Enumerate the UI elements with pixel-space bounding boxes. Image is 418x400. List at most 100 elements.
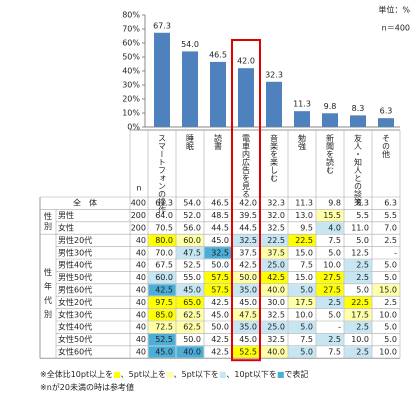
value-label: 54.0 (181, 40, 199, 49)
cell: 85.0 (155, 310, 173, 319)
cell-highlight (344, 309, 372, 321)
cell: 9.8 (328, 199, 341, 208)
row-label: 女性40代 (58, 322, 92, 332)
cell: 50.0 (183, 335, 201, 344)
cell: 15.0 (295, 248, 313, 257)
cell-highlight (260, 247, 288, 259)
note-swatch: ■ (277, 370, 285, 379)
bar (266, 81, 282, 127)
y-tick-label: 30% (122, 81, 140, 90)
cell: 5.0 (384, 261, 397, 270)
note-swatch: ■ (219, 370, 227, 379)
cell: 67.3 (155, 199, 173, 208)
y-tick-label: 0% (127, 123, 140, 132)
cell: 10.0 (379, 310, 397, 319)
cell: 42.0 (239, 199, 257, 208)
y-tick-label: 50% (122, 53, 140, 62)
cell-highlight (288, 346, 316, 358)
cell: 64.0 (155, 211, 173, 220)
cell: 2.5 (328, 298, 341, 307)
cell: 47.5 (183, 248, 201, 257)
note-text: ※全体比10pt以上を (40, 369, 113, 379)
cell-highlight (260, 259, 288, 271)
units: 単位：% (378, 5, 410, 15)
row-label: 女性20代 (58, 297, 92, 307)
cell-highlight (232, 234, 260, 247)
cell: 5.0 (300, 286, 313, 295)
value-label: 8.3 (352, 104, 365, 113)
cell-highlight (176, 321, 204, 333)
cell: 15.0 (295, 273, 313, 282)
row-label: 全 体 (73, 198, 97, 208)
cell: - (338, 323, 341, 332)
category-label: 読書 (214, 133, 223, 151)
cell: 27.5 (323, 286, 341, 295)
group-label: 性別 (44, 211, 53, 232)
cell: 7.5 (300, 261, 313, 270)
note-text: 、5pt以下を (174, 370, 219, 379)
cell-highlight (288, 321, 316, 333)
cell: 7.5 (328, 236, 341, 245)
bar (350, 115, 366, 127)
cell: 50.0 (239, 273, 257, 282)
cell-highlight (316, 271, 344, 284)
cell: 32.5 (267, 335, 285, 344)
row-label: 女性30代 (58, 309, 92, 319)
cell-highlight (176, 247, 204, 259)
cell: 54.0 (183, 199, 201, 208)
cell: - (394, 248, 397, 257)
cell-highlight (232, 321, 260, 333)
y-tick-label: 70% (122, 25, 140, 34)
cell: 45.0 (155, 348, 173, 357)
cell: 46.5 (211, 199, 229, 208)
cell: 44.5 (239, 224, 257, 233)
row-label: 女性50代 (58, 334, 92, 344)
cell-highlight (260, 234, 288, 247)
category-label: 睡眠 (186, 134, 195, 151)
cell-highlight (176, 296, 204, 309)
cell: 45.0 (211, 310, 229, 319)
cell: 4.0 (328, 224, 341, 233)
row-label: 男性20代 (58, 235, 92, 245)
n-label: n＝400 (382, 24, 410, 33)
cell: 37.5 (239, 248, 257, 257)
cell-highlight (148, 271, 176, 284)
bar (238, 68, 254, 127)
row-label: 男性40代 (58, 260, 92, 270)
cell: 10.0 (351, 335, 369, 344)
category-label: 新聞を読む (326, 133, 335, 174)
row-label: 女性 (58, 223, 74, 233)
bar (154, 32, 170, 127)
bar (322, 113, 338, 127)
value-label: 42.0 (237, 57, 255, 66)
cell: 52.0 (183, 211, 201, 220)
n-cell: 40 (136, 236, 146, 245)
cell: 10.0 (295, 310, 313, 319)
cell: 12.5 (351, 248, 369, 257)
cell: 57.5 (211, 273, 229, 282)
cell: 25.0 (267, 323, 285, 332)
n-header: n (136, 184, 141, 193)
cell-highlight (344, 346, 372, 358)
n-cell: 40 (136, 286, 146, 295)
cell-highlight (148, 333, 176, 346)
cell: 52.5 (155, 335, 173, 344)
y-tick-label: 80% (122, 11, 140, 20)
cell: 15.5 (323, 211, 341, 220)
cell: 30.0 (267, 298, 285, 307)
cell: 6.3 (384, 199, 397, 208)
cell-highlight (316, 284, 344, 296)
n-cell: 400 (131, 199, 146, 208)
note-text: で表記 (284, 369, 308, 379)
cell: 35.0 (239, 286, 257, 295)
cell: 5.0 (300, 323, 313, 332)
row-label: 男性60代 (58, 285, 92, 295)
n-cell: 200 (131, 211, 146, 220)
cell: 32.5 (211, 248, 229, 257)
cell-highlight (232, 346, 260, 358)
cell-highlight (176, 234, 204, 247)
cell: 2.5 (356, 261, 369, 270)
value-label: 67.3 (153, 21, 171, 30)
cell: 32.0 (267, 211, 285, 220)
cell-highlight (232, 284, 260, 296)
